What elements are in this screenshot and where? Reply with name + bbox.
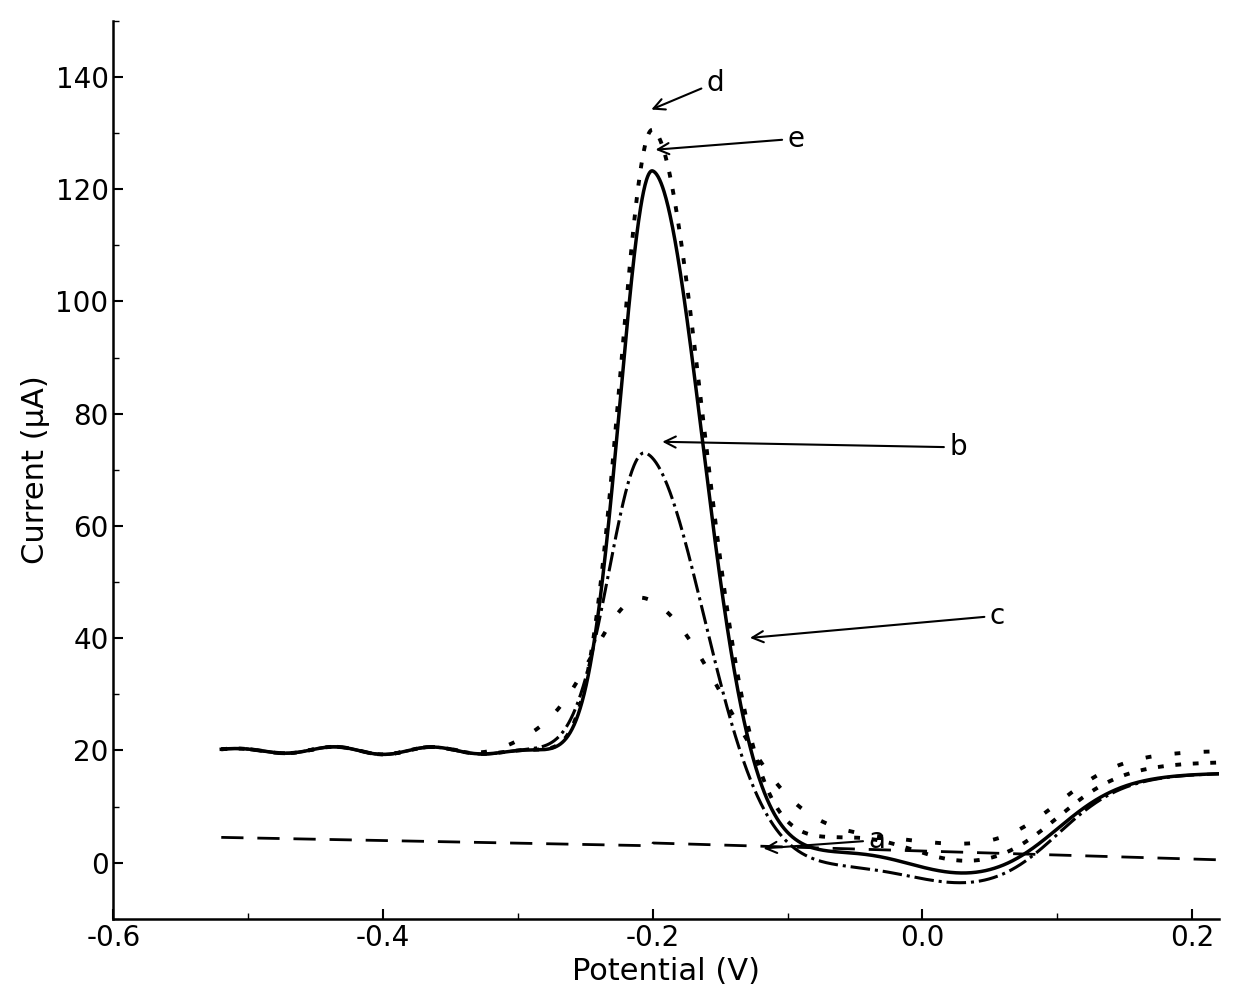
- Text: e: e: [658, 125, 805, 154]
- X-axis label: Potential (V): Potential (V): [573, 958, 760, 986]
- Text: b: b: [665, 433, 967, 461]
- Y-axis label: Current (μA): Current (μA): [21, 376, 50, 564]
- Text: a: a: [766, 826, 885, 854]
- Text: c: c: [753, 602, 1006, 642]
- Text: d: d: [653, 68, 724, 110]
